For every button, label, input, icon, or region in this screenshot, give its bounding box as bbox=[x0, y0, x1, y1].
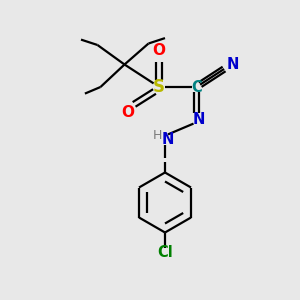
Text: Cl: Cl bbox=[157, 245, 173, 260]
Text: N: N bbox=[162, 132, 174, 147]
Text: N: N bbox=[226, 57, 239, 72]
Text: N: N bbox=[193, 112, 205, 127]
Text: S: S bbox=[153, 78, 165, 96]
Text: H: H bbox=[153, 129, 162, 142]
Text: O: O bbox=[121, 105, 134, 120]
Text: O: O bbox=[152, 44, 166, 59]
Text: C: C bbox=[191, 80, 202, 94]
